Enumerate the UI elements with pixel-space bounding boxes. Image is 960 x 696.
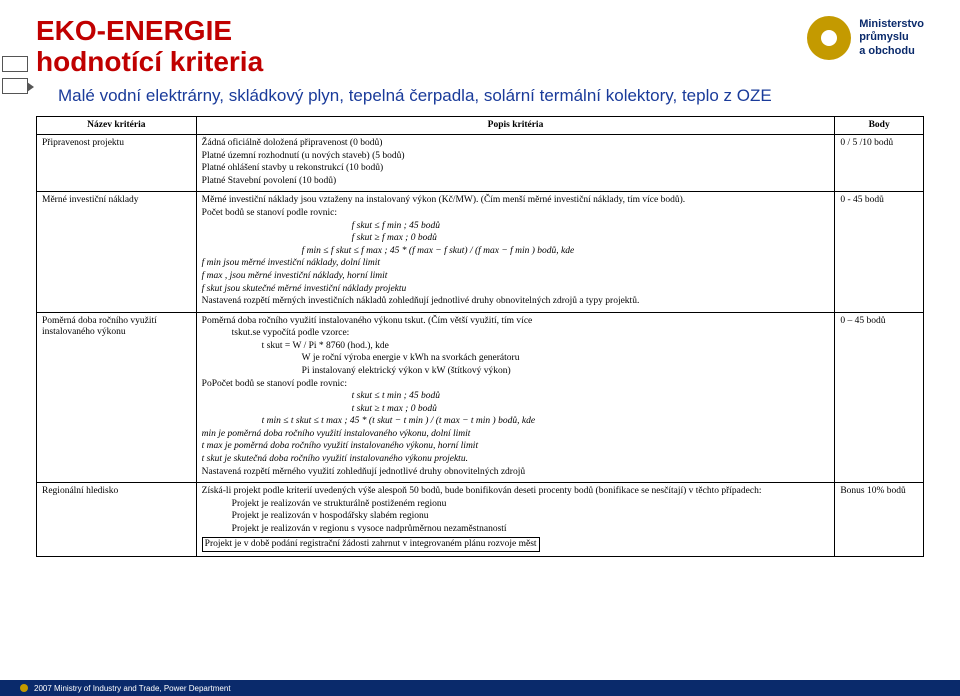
- table-row: Měrné investiční náklady Měrné investičn…: [37, 192, 924, 312]
- r3-d3: t skut = W / Pi * 8760 (hod.), kde: [202, 341, 830, 353]
- header: EKO-ENERGIE hodnotící kriteria Ministers…: [36, 16, 924, 78]
- ministry-logo: Ministerstvo průmyslu a obchodu: [807, 16, 924, 60]
- r2-body: 0 - 45 bodů: [835, 192, 924, 312]
- title-block: EKO-ENERGIE hodnotící kriteria: [36, 16, 787, 78]
- table-row: Regionální hledisko Získá-li projekt pod…: [37, 483, 924, 557]
- logo-l2: průmyslu: [859, 31, 924, 44]
- r2-eq3: f min ≤ f skut ≤ f max ; 45 * (f max − f…: [202, 246, 830, 258]
- r3-desc: Poměrná doba ročního využití instalované…: [196, 312, 835, 483]
- r2-eq1: f skut ≤ f min ; 45 bodů: [202, 221, 830, 233]
- r2-d3: f min jsou měrné investiční náklady, dol…: [202, 258, 830, 270]
- th-body: Body: [835, 116, 924, 135]
- logo-text: Ministerstvo průmyslu a obchodu: [859, 18, 924, 58]
- table-row: Poměrná doba ročního využití instalované…: [37, 312, 924, 483]
- r3-body: 0 – 45 bodů: [835, 312, 924, 483]
- r4-d4: Projekt je realizován v regionu s vysoce…: [202, 524, 830, 536]
- r2-d2: Počet bodů se stanoví podle rovnic:: [202, 208, 830, 220]
- r4-body: Bonus 10% bodů: [835, 483, 924, 557]
- r3-eq3: t min ≤ t skut ≤ t max ; 45 * (t skut − …: [202, 416, 830, 428]
- r3-name: Poměrná doba ročního využití instalované…: [37, 312, 197, 483]
- th-name: Název kritéria: [37, 116, 197, 135]
- r2-d1: Měrné investiční náklady jsou vztaženy n…: [202, 195, 830, 207]
- r3-d4: W je roční výroba energie v kWh na svork…: [202, 353, 830, 365]
- r2-d4: f max , jsou měrné investiční náklady, h…: [202, 271, 830, 283]
- r4-d5: Projekt je v době podání registrační žád…: [202, 537, 540, 553]
- arrow-decor-2: [2, 78, 28, 94]
- criteria-table: Název kritéria Popis kritéria Body Připr…: [36, 116, 924, 558]
- r1-name: Připravenost projektu: [37, 135, 197, 192]
- r1-d3: Platné ohlášení stavby u rekonstrukcí (1…: [202, 163, 830, 175]
- footer-bar: 2007 Ministry of Industry and Trade, Pow…: [0, 680, 960, 696]
- r3-d1: Poměrná doba ročního využití instalované…: [202, 316, 830, 328]
- r4-d1: Získá-li projekt podle kriterií uvedenýc…: [202, 486, 830, 498]
- title-line2: hodnotící kriteria: [36, 47, 787, 78]
- logo-l3: a obchodu: [859, 45, 924, 58]
- r4-desc: Získá-li projekt podle kriterií uvedenýc…: [196, 483, 835, 557]
- r3-d9: t skut je skutečná doba ročního využití …: [202, 454, 830, 466]
- r1-d4: Platné Stavební povolení (10 bodů): [202, 176, 830, 188]
- r4-name: Regionální hledisko: [37, 483, 197, 557]
- r2-d5: f skut jsou skutečné měrné investiční ná…: [202, 284, 830, 296]
- table-header-row: Název kritéria Popis kritéria Body: [37, 116, 924, 135]
- r3-d8: t max je poměrná doba ročního využití in…: [202, 441, 830, 453]
- logo-l1: Ministerstvo: [859, 18, 924, 31]
- r3-d10: Nastavená rozpětí měrného využití zohled…: [202, 467, 830, 479]
- r1-desc: Žádná oficiálně doložená připravenost (0…: [196, 135, 835, 192]
- r2-desc: Měrné investiční náklady jsou vztaženy n…: [196, 192, 835, 312]
- r4-d2: Projekt je realizován ve strukturálně po…: [202, 499, 830, 511]
- r3-eq1: t skut ≤ t min ; 45 bodů: [202, 391, 830, 403]
- r3-d2: tskut.se vypočítá podle vzorce:: [202, 328, 830, 340]
- r4-d5-box: Projekt je v době podání registrační žád…: [202, 537, 830, 553]
- table-row: Připravenost projektu Žádná oficiálně do…: [37, 135, 924, 192]
- r1-d1: Žádná oficiálně doložená připravenost (0…: [202, 138, 830, 150]
- r4-d3: Projekt je realizován v hospodářsky slab…: [202, 511, 830, 523]
- r2-eq2: f skut ≥ f max ; 0 bodů: [202, 233, 830, 245]
- subtitle: Malé vodní elektrárny, skládkový plyn, t…: [58, 86, 924, 106]
- r2-d6: Nastavená rozpětí měrných investičních n…: [202, 296, 830, 308]
- r1-d2: Platné územní rozhodnutí (u nových stave…: [202, 151, 830, 163]
- title-line1: EKO-ENERGIE: [36, 16, 787, 47]
- r2-name: Měrné investiční náklady: [37, 192, 197, 312]
- r3-d6: PoPočet bodů se stanoví podle rovnic:: [202, 379, 830, 391]
- r1-body: 0 / 5 /10 bodů: [835, 135, 924, 192]
- r3-d7: min je poměrná doba ročního využití inst…: [202, 429, 830, 441]
- footer-dot-icon: [20, 684, 28, 692]
- arrow-decor-1: [2, 56, 28, 72]
- r3-eq2: t skut ≥ t max ; 0 bodů: [202, 404, 830, 416]
- th-desc: Popis kritéria: [196, 116, 835, 135]
- slide: EKO-ENERGIE hodnotící kriteria Ministers…: [0, 0, 960, 696]
- gear-icon: [807, 16, 851, 60]
- r3-d5: Pi instalovaný elektrický výkon v kW (št…: [202, 366, 830, 378]
- footer-text: 2007 Ministry of Industry and Trade, Pow…: [34, 684, 231, 693]
